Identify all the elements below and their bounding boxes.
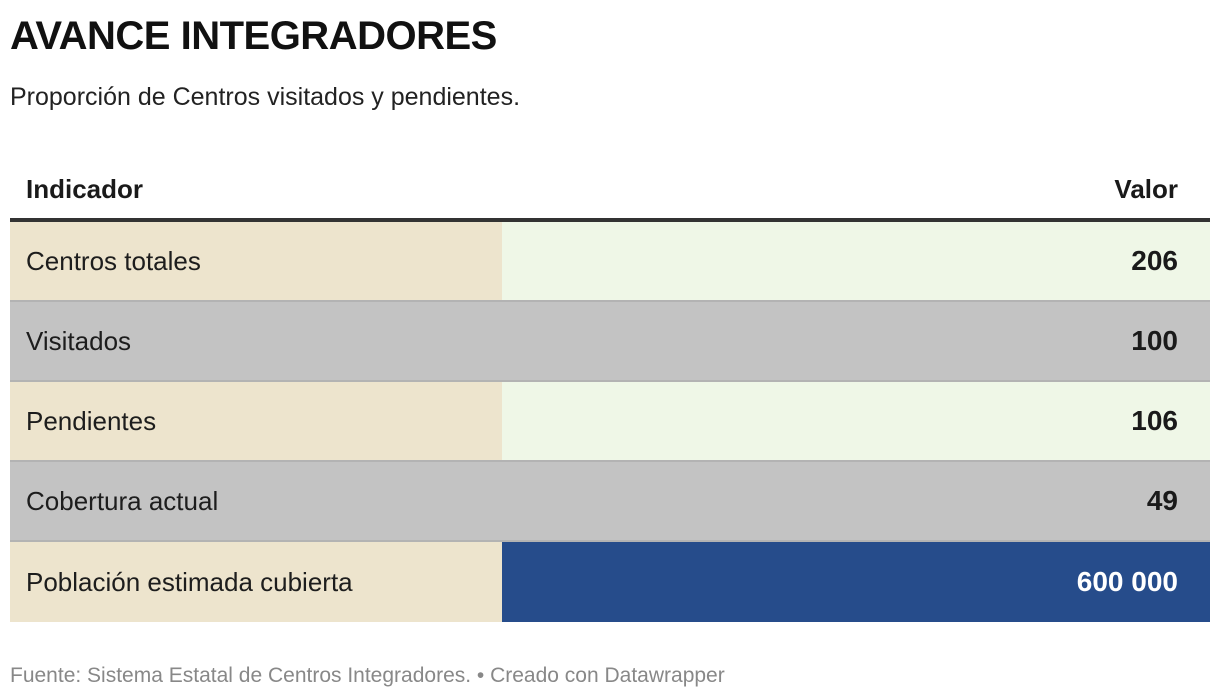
table-row: Pendientes 106 <box>10 382 1210 462</box>
row-label: Población estimada cubierta <box>10 542 502 622</box>
source-footer: Fuente: Sistema Estatal de Centros Integ… <box>10 664 725 687</box>
table-row: Cobertura actual 49 <box>10 462 1210 542</box>
table-row: Centros totales 206 <box>10 222 1210 302</box>
row-label: Centros totales <box>10 222 502 300</box>
row-value: 106 <box>502 382 1210 460</box>
row-value: 206 <box>502 222 1210 300</box>
row-label: Pendientes <box>10 382 502 460</box>
row-label: Visitados <box>10 302 502 380</box>
row-label: Cobertura actual <box>10 462 502 540</box>
table-header: Indicador Valor <box>10 160 1210 222</box>
chart-title: AVANCE INTEGRADORES <box>10 14 497 58</box>
row-value: 100 <box>502 302 1210 380</box>
chart-subtitle: Proporción de Centros visitados y pendie… <box>10 83 521 111</box>
data-table: Indicador Valor Centros totales 206 Visi… <box>10 160 1210 622</box>
table-row: Visitados 100 <box>10 302 1210 382</box>
column-header-valor[interactable]: Valor <box>1114 173 1178 204</box>
row-value: 600 000 <box>502 542 1210 622</box>
row-value: 49 <box>502 462 1210 540</box>
table-row: Población estimada cubierta 600 000 <box>10 542 1210 622</box>
column-header-indicador[interactable]: Indicador <box>26 173 144 204</box>
